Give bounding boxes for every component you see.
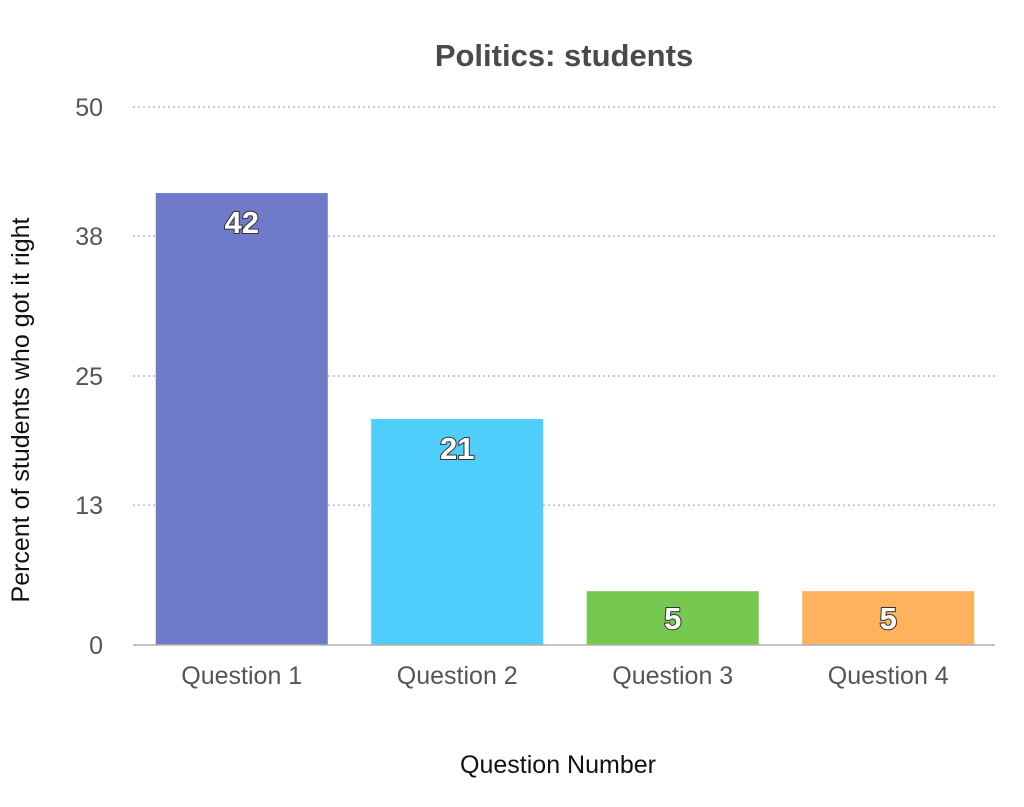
data-label-4: 5 [880, 601, 897, 636]
x-axis-title: Question Number [460, 751, 656, 779]
bar-2 [371, 419, 544, 645]
x-tick-label: Question 4 [828, 662, 949, 690]
y-tick-label: 25 [75, 363, 103, 391]
bar-4 [802, 591, 975, 645]
gridlines [133, 106, 995, 506]
y-tick-label: 50 [75, 94, 103, 122]
x-tick-label: Question 3 [612, 662, 733, 690]
x-tick-label: Question 2 [397, 662, 518, 690]
data-label-3: 5 [664, 601, 681, 636]
y-axis-ticks: 0 13 25 38 50 [75, 94, 103, 660]
y-axis-title: Percent of students who got it right [7, 217, 35, 602]
data-labels: 42 21 5 5 [224, 204, 898, 637]
y-tick-label: 38 [75, 223, 103, 251]
data-label-1: 42 [225, 205, 259, 240]
data-label-2: 21 [440, 431, 474, 466]
bars [155, 193, 975, 645]
x-axis-ticks: Question 1 Question 2 Question 3 Question 4 [181, 662, 949, 690]
y-tick-label: 13 [75, 492, 103, 520]
y-tick-label: 0 [89, 632, 103, 660]
bar-3 [586, 591, 759, 645]
chart-title: Politics: students [435, 38, 693, 73]
bar-1 [155, 193, 328, 645]
x-tick-label: Question 1 [181, 662, 302, 690]
